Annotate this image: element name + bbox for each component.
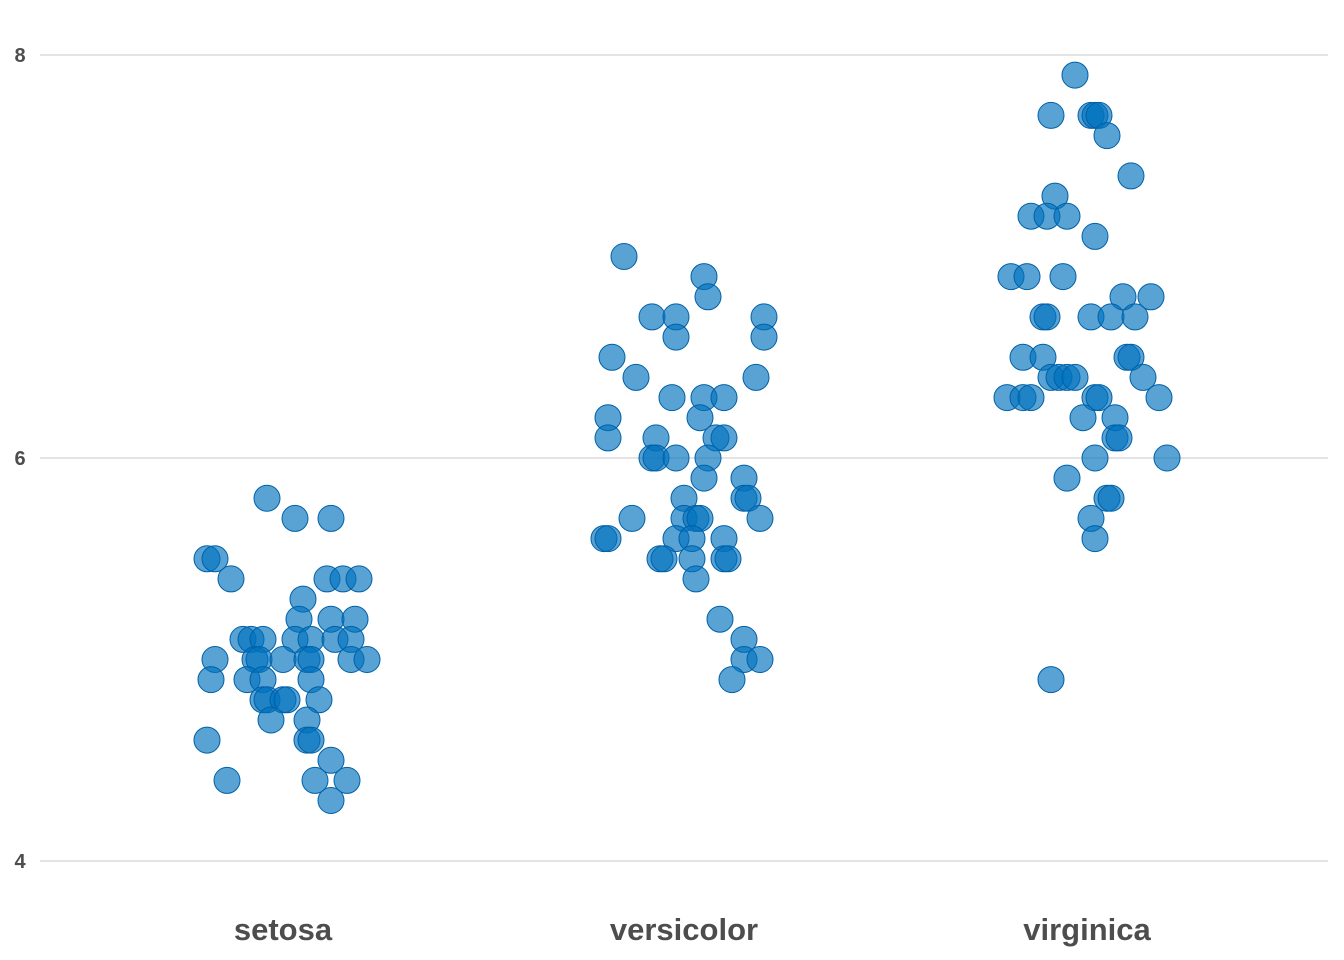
y-tick-label: 6: [14, 448, 25, 470]
data-point-virginica: [1037, 101, 1065, 129]
data-point-setosa: [333, 766, 361, 794]
data-point-virginica: [1037, 666, 1065, 694]
data-point-versicolor: [658, 384, 686, 412]
data-point-setosa: [273, 686, 301, 714]
data-point-virginica: [1129, 363, 1157, 391]
category-label-versicolor: versicolor: [610, 912, 758, 947]
data-point-versicolor: [734, 484, 762, 512]
data-point-versicolor: [622, 363, 650, 391]
category-label-setosa: setosa: [234, 912, 333, 947]
y-tick-label: 4: [14, 851, 26, 873]
data-points: [193, 61, 1181, 814]
data-point-virginica: [1093, 122, 1121, 150]
data-point-versicolor: [706, 605, 734, 633]
data-point-versicolor: [638, 303, 666, 331]
data-point-virginica: [1013, 263, 1041, 291]
data-point-versicolor: [714, 545, 742, 573]
data-point-virginica: [1137, 283, 1165, 311]
data-point-virginica: [1085, 384, 1113, 412]
data-point-versicolor: [742, 363, 770, 391]
data-point-virginica: [1097, 303, 1125, 331]
data-point-virginica: [1081, 222, 1109, 250]
data-point-virginica: [1117, 343, 1145, 371]
data-point-setosa: [257, 706, 285, 734]
data-point-virginica: [1061, 61, 1089, 89]
data-point-virginica: [1145, 384, 1173, 412]
data-point-versicolor: [694, 283, 722, 311]
data-point-versicolor: [598, 343, 626, 371]
data-point-virginica: [1053, 464, 1081, 492]
data-point-versicolor: [618, 504, 646, 532]
data-point-virginica: [1081, 525, 1109, 553]
data-point-virginica: [1069, 404, 1097, 432]
data-point-virginica: [1017, 384, 1045, 412]
data-point-versicolor: [650, 545, 678, 573]
data-point-virginica: [1121, 303, 1149, 331]
data-point-setosa: [201, 545, 229, 573]
data-point-virginica: [1097, 484, 1125, 512]
data-point-versicolor: [710, 384, 738, 412]
data-point-versicolor: [746, 504, 774, 532]
data-point-setosa: [253, 484, 281, 512]
data-point-setosa: [193, 726, 221, 754]
data-point-setosa: [345, 565, 373, 593]
data-point-versicolor: [710, 424, 738, 452]
data-point-versicolor: [662, 444, 690, 472]
data-point-setosa: [317, 504, 345, 532]
y-axis-tick-labels: 4 6 8: [14, 45, 26, 873]
x-axis-category-labels: setosa versicolor virginica: [234, 912, 1152, 947]
data-point-versicolor: [746, 646, 774, 673]
data-point-versicolor: [750, 323, 778, 351]
data-point-versicolor: [662, 323, 690, 351]
data-point-setosa: [353, 646, 381, 673]
data-point-virginica: [1105, 424, 1133, 452]
data-point-setosa: [269, 646, 297, 673]
data-point-versicolor: [682, 565, 710, 593]
data-point-versicolor: [690, 464, 718, 492]
data-point-versicolor: [594, 525, 622, 553]
data-point-setosa: [317, 787, 345, 814]
data-point-setosa: [281, 504, 309, 532]
data-point-virginica: [1109, 283, 1137, 311]
data-point-virginica: [1117, 162, 1145, 190]
data-point-setosa: [197, 666, 225, 694]
data-point-setosa: [301, 766, 329, 794]
data-point-virginica: [1049, 263, 1077, 291]
data-point-setosa: [297, 726, 325, 754]
data-point-setosa: [217, 565, 245, 593]
y-tick-label: 8: [14, 45, 25, 67]
data-point-versicolor: [610, 243, 638, 270]
data-point-virginica: [1061, 363, 1089, 391]
data-point-versicolor: [718, 666, 746, 694]
category-label-virginica: virginica: [1023, 912, 1151, 947]
data-point-versicolor: [686, 404, 714, 432]
data-point-virginica: [1033, 303, 1061, 331]
data-point-setosa: [213, 766, 241, 794]
data-point-virginica: [1081, 444, 1109, 472]
data-point-setosa: [317, 746, 345, 774]
data-point-virginica: [1053, 202, 1081, 230]
data-point-setosa: [305, 686, 333, 714]
data-point-virginica: [1153, 444, 1181, 472]
data-point-versicolor: [594, 424, 622, 452]
